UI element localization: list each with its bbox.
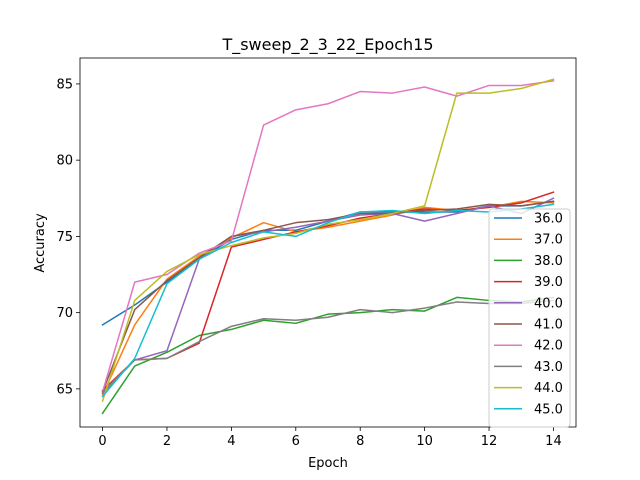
x-tick-label: 0	[98, 434, 106, 449]
y-tick-label: 85	[56, 77, 73, 92]
axes-frame	[79, 57, 577, 428]
legend-label-43.0: 43.0	[534, 360, 563, 375]
x-tick-label: 6	[292, 434, 300, 449]
legend-label-36.0: 36.0	[534, 212, 563, 227]
legend-label-42.0: 42.0	[534, 339, 563, 354]
chart-title: T_sweep_2_3_22_Epoch15	[221, 35, 433, 55]
y-axis-label: Accuracy	[33, 213, 48, 273]
legend-label-41.0: 41.0	[534, 318, 563, 333]
x-axis-label: Epoch	[308, 456, 348, 471]
y-tick-label: 65	[56, 382, 73, 397]
x-tick-label: 14	[545, 434, 562, 449]
series-line-44.0	[101, 78, 555, 403]
x-tick-label: 8	[356, 434, 364, 449]
y-tick-label: 80	[56, 154, 73, 169]
legend-label-40.0: 40.0	[534, 296, 563, 311]
legend: 36.0 37.0 38.0 39.0 40.0 41.0 42.0 43.0 44.0 45.0	[488, 208, 571, 428]
legend-label-45.0: 45.0	[534, 402, 563, 417]
x-tick-label: 12	[481, 434, 498, 449]
legend-label-37.0: 37.0	[534, 233, 563, 248]
legend-label-38.0: 38.0	[534, 254, 563, 269]
x-tick-label: 2	[163, 434, 171, 449]
series-line-41.0	[101, 200, 555, 393]
series-line-40.0	[101, 197, 555, 395]
y-tick-label: 75	[56, 230, 73, 245]
legend-label-39.0: 39.0	[534, 275, 563, 290]
x-tick-label: 10	[416, 434, 433, 449]
x-tick-label: 4	[227, 434, 235, 449]
legend-label-44.0: 44.0	[534, 381, 563, 396]
y-tick-label: 70	[56, 306, 73, 321]
series-line-38.0	[101, 296, 555, 415]
series-line-43.0	[101, 299, 555, 393]
series-line-45.0	[101, 203, 555, 398]
plot-area: 0 2 4 6 8 10 12 14 65 70 75 80 85	[56, 57, 577, 449]
series-line-42.0	[101, 80, 555, 393]
legend-box	[488, 208, 571, 428]
